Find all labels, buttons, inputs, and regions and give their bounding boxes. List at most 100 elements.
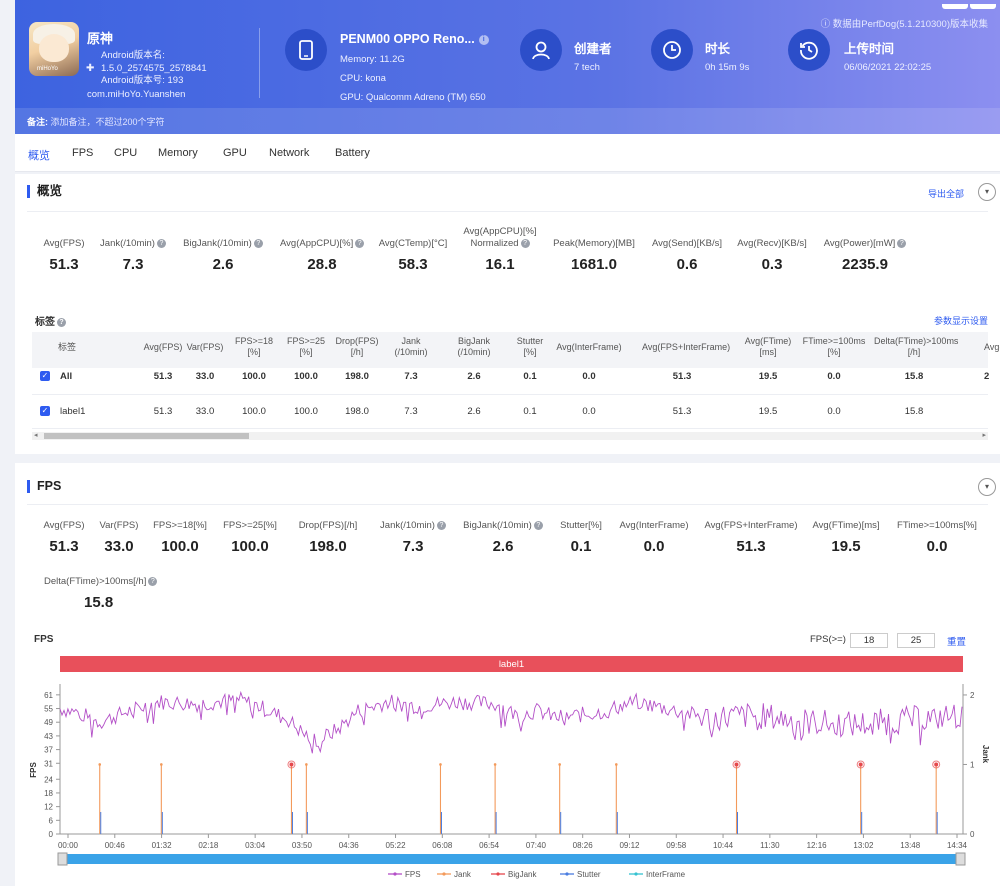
fps-threshold-label: FPS(>=)	[810, 634, 846, 645]
overview-title: 概览	[27, 185, 62, 198]
metric-avg-power: Avg(Power)[mW]? 2235.9	[820, 238, 910, 273]
table-cell: 2.6	[467, 371, 481, 382]
fps-threshold-high-input[interactable]: 25	[897, 633, 935, 648]
table-cell: 100.0	[294, 371, 318, 382]
table-cell: 100.0	[242, 406, 266, 417]
row-label: label1	[60, 406, 86, 417]
history-icon	[788, 29, 830, 71]
divider	[259, 28, 260, 98]
table-header-cell: Avg(FPS)	[143, 342, 183, 352]
chart-title: FPS	[34, 634, 54, 645]
metric-jank: Jank(/10min)? 7.3	[96, 238, 170, 273]
table-cell: 0.1	[523, 406, 537, 417]
metric-app-cpu: Avg(AppCPU)[%]? 28.8	[280, 238, 365, 273]
fps-threshold-low-input[interactable]: 18	[850, 633, 888, 648]
device-specs: Memory: 11.2G CPU: kona GPU: Qualcomm Ad…	[340, 54, 486, 103]
help-icon: ?	[897, 238, 907, 248]
table-cell: 198.0	[345, 371, 369, 382]
table-cell: 2	[984, 371, 990, 382]
fps-metric-stutter: Stutter[%] 0.1	[560, 520, 602, 555]
tab-cpu[interactable]: CPU	[114, 147, 138, 159]
metric-avg-recv: Avg(Recv)[KB/s] 0.3	[737, 238, 807, 273]
device-name: PENM00 OPPO Reno... i	[340, 32, 489, 46]
row-checkbox[interactable]: ✓	[40, 371, 50, 381]
info-icon[interactable]: i	[478, 34, 489, 45]
metric-bigjank: BigJank(/10min)? 2.6	[182, 238, 264, 273]
fps-card	[15, 463, 1000, 886]
metric-app-cpu-normalized: Avg(AppCPU)[%] Normalized? 16.1	[463, 226, 537, 273]
table-header-cell: Delta(FTime)>100ms [/h]	[874, 336, 959, 357]
package-name: com.miHoYo.Yuanshen	[87, 89, 186, 100]
help-icon: ?	[253, 238, 263, 248]
tab-bar: 概览 FPS CPU Memory GPU Network Battery	[15, 134, 1000, 172]
table-header-cell: FTime>=100ms [%]	[802, 336, 866, 357]
row-label: All	[60, 371, 73, 382]
metric-peak-memory: Peak(Memory)[MB] 1681.0	[553, 238, 635, 273]
overview-card	[15, 174, 1000, 454]
table-header-cell: Avg(FTime) [ms]	[744, 336, 792, 357]
tab-overview[interactable]: 概览	[28, 150, 50, 162]
table-cell: 51.3	[672, 406, 692, 417]
reset-button[interactable]: 重置	[947, 637, 967, 648]
user-icon	[520, 29, 562, 71]
fps-section-title: FPS	[27, 480, 61, 493]
table-cell: 2.6	[467, 406, 481, 417]
collapse-fps-button[interactable]: ▾	[978, 478, 996, 496]
row-divider	[32, 428, 988, 429]
tab-battery[interactable]: Battery	[335, 147, 370, 159]
table-header-cell: Avg(FPS+InterFrame)	[642, 342, 731, 352]
tab-network[interactable]: Network	[269, 147, 310, 159]
help-icon: ?	[156, 238, 166, 248]
fps-metric-jank: Jank(/10min)? 7.3	[376, 520, 450, 555]
clock-icon	[651, 29, 693, 71]
fps-metric-interframe: Avg(InterFrame) 0.0	[619, 520, 689, 555]
tab-gpu[interactable]: GPU	[223, 147, 247, 159]
help-icon: ?	[533, 520, 543, 530]
metric-ctemp: Avg(CTemp)[°C] 58.3	[378, 238, 448, 273]
table-cell: 19.5	[758, 371, 778, 382]
table-cell: 15.8	[904, 406, 924, 417]
remark-bar[interactable]: 备注: 添加备注，不超过200个字符	[15, 108, 1000, 134]
table-header-cell: FPS>=18 [%]	[234, 336, 274, 357]
top-buttons	[940, 0, 1000, 9]
table-horizontal-scrollbar[interactable]: ◂ ▸	[32, 432, 988, 440]
help-icon: ?	[57, 317, 66, 327]
phone-icon	[285, 29, 327, 71]
param-settings-link[interactable]: 参数显示设置	[933, 316, 988, 326]
scrollbar-thumb[interactable]	[44, 433, 249, 439]
tab-memory[interactable]: Memory	[158, 147, 198, 159]
table-cell: 51.3	[153, 371, 173, 382]
divider	[27, 211, 988, 212]
upload-title: 上传时间	[844, 42, 895, 56]
app-version-info: ✚ Android版本名: 1.5.0_2574575_2578841 Andr…	[86, 50, 207, 86]
collapse-overview-button[interactable]: ▾	[978, 183, 996, 201]
table-cell: 0.0	[827, 371, 841, 382]
row-divider	[32, 394, 988, 395]
app-icon: miHoYo	[29, 22, 79, 76]
table-cell: 15.8	[904, 371, 924, 382]
table-cell: 0.0	[827, 406, 841, 417]
row-checkbox[interactable]: ✓	[40, 406, 50, 416]
android-icon: ✚	[86, 63, 95, 74]
upload-value: 06/06/2021 22:02:25	[844, 62, 932, 73]
help-icon: ?	[436, 520, 446, 530]
table-cell: 0.0	[582, 406, 596, 417]
table-cell: 33.0	[195, 371, 215, 382]
help-icon: ?	[520, 238, 530, 248]
table-header-cell: Stutter [%]	[516, 336, 544, 357]
table-cell: 100.0	[242, 371, 266, 382]
table-cell: 7.3	[404, 406, 418, 417]
table-header-cell: Avg(InterFrame)	[556, 342, 622, 352]
help-icon: ?	[148, 576, 158, 586]
remark-input[interactable]: 添加备注，不超过200个字符	[50, 117, 165, 127]
table-cell: 198.0	[345, 406, 369, 417]
creator-title: 创建者	[574, 42, 612, 56]
table-header-cell: Var(FPS)	[186, 342, 224, 352]
fps-metric-bigjank: BigJank(/10min)? 2.6	[460, 520, 546, 555]
fps-metric-fps-interframe: Avg(FPS+InterFrame) 51.3	[704, 520, 798, 555]
export-all-link[interactable]: 导出全部	[927, 189, 964, 199]
report-header: ⓘ 数据由PerfDog(5.1.210300)版本收集 miHoYo 原神 ✚…	[15, 0, 1000, 134]
table-header-cell: 标签	[58, 342, 77, 352]
creator-value: 7 tech	[574, 62, 600, 73]
tab-fps[interactable]: FPS	[72, 147, 94, 159]
